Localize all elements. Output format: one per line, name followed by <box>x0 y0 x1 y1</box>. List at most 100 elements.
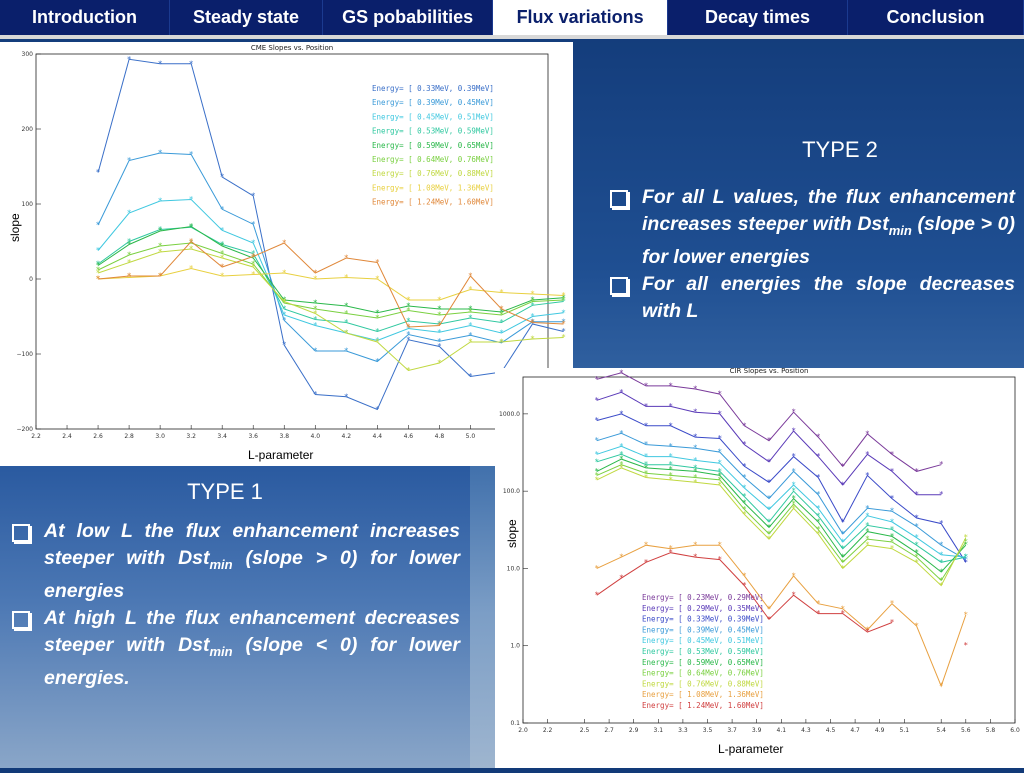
section-nav: Introduction Steady state GS pobabilities F… <box>0 0 1024 35</box>
x-tick-label: 2.0 <box>518 727 528 734</box>
data-point: * <box>251 270 255 279</box>
data-point: * <box>742 421 746 430</box>
data-point: * <box>915 541 919 550</box>
legend-entry: Energy= [ 0.76MeV, 0.88MeV] <box>642 679 764 688</box>
legend-entry: Energy= [ 0.64MeV, 0.76MeV] <box>372 155 494 164</box>
data-point: * <box>189 59 193 68</box>
data-point: * <box>964 558 968 567</box>
data-point: * <box>344 318 348 327</box>
data-point: * <box>313 275 317 284</box>
x-tick-label: 2.7 <box>604 727 614 734</box>
cme-x-axis-label: L-parameter <box>248 448 314 462</box>
data-point: * <box>468 372 472 381</box>
data-point: * <box>792 408 796 417</box>
data-point: * <box>841 517 845 526</box>
data-point: * <box>767 615 771 624</box>
data-point: * <box>915 548 919 557</box>
data-point: * <box>865 511 869 520</box>
data-point: * <box>468 331 472 340</box>
checkbox-bullet-icon <box>12 610 30 629</box>
data-point: * <box>189 195 193 204</box>
data-point: * <box>742 483 746 492</box>
data-point: * <box>595 475 599 484</box>
data-point: * <box>767 517 771 526</box>
type1-bullets: At low L the flux enhancement increases … <box>12 518 460 692</box>
tab-introduction[interactable]: Introduction <box>0 0 170 35</box>
data-point: * <box>189 264 193 273</box>
data-point: * <box>499 318 503 327</box>
data-point: * <box>915 522 919 531</box>
legend-entry: Energy= [ 0.45MeV, 0.51MeV] <box>372 112 494 121</box>
data-point: * <box>158 225 162 234</box>
data-point: * <box>742 571 746 580</box>
data-point: * <box>437 305 441 314</box>
data-point: * <box>915 553 919 562</box>
data-point: * <box>890 494 894 503</box>
data-point: * <box>595 471 599 480</box>
data-point: * <box>890 544 894 553</box>
legend-entry: Energy= [ 0.29MeV, 0.35MeV] <box>642 604 764 613</box>
data-point: * <box>437 320 441 329</box>
data-point: * <box>693 384 697 393</box>
data-point: * <box>127 55 131 64</box>
tab-decay-times[interactable]: Decay times <box>668 0 849 35</box>
tab-flux-variations[interactable]: Flux variations <box>493 0 669 35</box>
data-point: * <box>96 260 100 269</box>
series-line <box>97 225 564 314</box>
data-point: * <box>792 504 796 513</box>
data-point: * <box>964 610 968 619</box>
data-point: * <box>693 408 697 417</box>
data-point: * <box>939 581 943 590</box>
x-tick-label: 5.4 <box>936 727 946 734</box>
data-point: * <box>669 460 673 469</box>
x-tick-label: 5.6 <box>961 727 971 734</box>
data-point: * <box>595 375 599 384</box>
data-point: * <box>669 421 673 430</box>
data-point: * <box>595 564 599 573</box>
data-point: * <box>644 469 648 478</box>
data-point: * <box>499 338 503 347</box>
data-point: * <box>251 252 255 261</box>
x-tick-label: 2.6 <box>93 433 103 440</box>
data-point: * <box>841 537 845 546</box>
data-point: * <box>127 272 131 281</box>
data-point: * <box>915 533 919 542</box>
series-line <box>596 445 966 558</box>
y-tick-label: 1.0 <box>510 643 520 650</box>
series-line <box>596 391 942 496</box>
x-tick-label: 3.1 <box>654 727 664 734</box>
data-point: * <box>644 452 648 461</box>
x-tick-label: 2.2 <box>31 433 41 440</box>
tab-conclusion[interactable]: Conclusion <box>848 0 1024 35</box>
data-point: * <box>669 452 673 461</box>
data-point: * <box>816 511 820 520</box>
data-point: * <box>127 258 131 267</box>
data-point: * <box>251 239 255 248</box>
data-point: * <box>669 402 673 411</box>
data-point: * <box>437 321 441 330</box>
data-point: * <box>437 359 441 368</box>
data-point: * <box>669 544 673 553</box>
data-point: * <box>127 156 131 165</box>
data-point: * <box>406 366 410 375</box>
data-point: * <box>282 311 286 320</box>
data-point: * <box>375 314 379 323</box>
type2-bullet-text: For all L values, the flux enhancement i… <box>642 186 1015 268</box>
data-point: * <box>890 450 894 459</box>
data-point: * <box>619 460 623 469</box>
legend-entry: Energy= [ 0.53MeV, 0.59MeV] <box>642 647 764 656</box>
data-point: * <box>693 478 697 487</box>
tab-gs-pobabilities[interactable]: GS pobabilities <box>323 0 494 35</box>
data-point: * <box>890 507 894 516</box>
data-point: * <box>344 254 348 263</box>
data-point: * <box>313 321 317 330</box>
tab-steady-state[interactable]: Steady state <box>170 0 324 35</box>
data-point: * <box>939 490 943 499</box>
x-tick-label: 3.2 <box>186 433 196 440</box>
data-point: * <box>939 682 943 691</box>
data-point: * <box>375 308 379 317</box>
data-point: * <box>595 591 599 600</box>
legend-entry: Energy= [ 0.76MeV, 0.88MeV] <box>372 169 494 178</box>
y-tick-label: 300 <box>22 51 34 58</box>
series-line <box>596 413 967 563</box>
